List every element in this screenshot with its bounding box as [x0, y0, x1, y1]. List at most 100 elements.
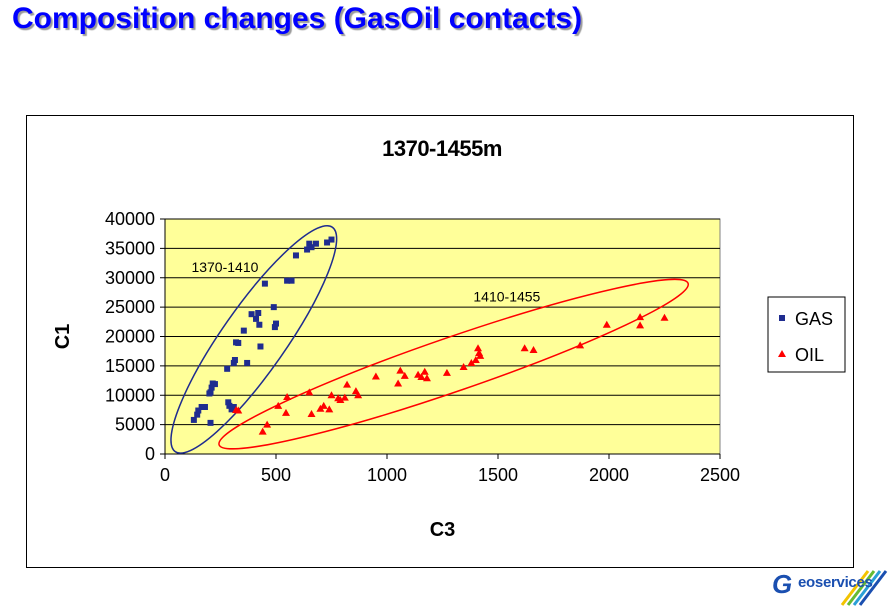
- gas-point: [255, 310, 262, 316]
- oil-point: [422, 374, 431, 382]
- x-axis-label: C3: [430, 519, 456, 541]
- y-axis-label: C1: [52, 324, 74, 350]
- logo-text: eoservices: [798, 574, 873, 591]
- legend-marker-oil: [778, 350, 786, 357]
- legend-marker-gas: [779, 315, 785, 321]
- gas-point: [292, 252, 299, 259]
- oil-point: [343, 380, 352, 388]
- y-tick-label: 40000: [105, 209, 155, 229]
- oil-point: [417, 373, 426, 381]
- gas-point: [256, 321, 263, 328]
- gas-point: [308, 244, 315, 251]
- oil-point: [305, 388, 314, 396]
- oil-point: [371, 372, 380, 380]
- oil-point: [636, 321, 645, 329]
- y-tick-label: 35000: [105, 238, 155, 258]
- oil-point: [234, 406, 243, 414]
- oil-point: [529, 346, 538, 354]
- gas-point: [244, 359, 251, 366]
- gas-ellipse: [170, 224, 338, 454]
- y-tick-label: 15000: [105, 356, 155, 376]
- legend-box: [767, 296, 846, 373]
- gas-point: [224, 365, 231, 372]
- y-tick-label: 5000: [115, 415, 155, 435]
- oil-point: [420, 367, 429, 375]
- x-tick-label: 1500: [478, 465, 518, 485]
- oil-point: [263, 420, 272, 428]
- legend-label-oil: OIL: [795, 345, 824, 365]
- gas-point: [253, 315, 260, 322]
- x-tick-label: 1000: [367, 465, 407, 485]
- x-tick-label: 500: [261, 465, 291, 485]
- oil-point: [394, 379, 403, 387]
- oil-point: [442, 368, 451, 376]
- chart-frame: 0 5000 10000 15000 20000 25000 30000 35000 40000…: [26, 115, 854, 568]
- oil-point: [327, 391, 336, 399]
- legend-label-gas: GAS: [795, 309, 833, 329]
- oil-point: [283, 393, 292, 401]
- x-tick-label: 2000: [589, 465, 629, 485]
- geoservices-logo: G eoservices: [772, 569, 888, 607]
- oil-point: [340, 393, 349, 401]
- gas-point: [240, 327, 247, 334]
- logo-stripes: [840, 570, 888, 606]
- gas-point: [235, 339, 242, 346]
- oil-point: [459, 363, 468, 371]
- y-tick-label: 25000: [105, 297, 155, 317]
- page-title: Composition changes (GasOil contacts): [12, 2, 583, 35]
- gas-point: [225, 399, 232, 406]
- gas-point: [195, 407, 202, 414]
- oil-point: [476, 351, 485, 359]
- oil-point: [467, 358, 476, 366]
- gas-point: [306, 240, 313, 247]
- gas-point: [270, 304, 277, 311]
- gas-point: [211, 381, 218, 388]
- gas-point: [231, 357, 238, 363]
- oil-ellipse: [218, 278, 690, 450]
- oil-point: [602, 320, 611, 328]
- gas-point: [284, 277, 291, 284]
- oil-point: [274, 401, 283, 409]
- gas-point: [257, 343, 264, 350]
- gas-point: [273, 320, 279, 327]
- gas-point: [324, 239, 331, 246]
- gas-point: [208, 384, 215, 391]
- oil-point: [520, 344, 529, 352]
- y-tick-label: 0: [145, 444, 155, 464]
- gas-point: [304, 246, 311, 253]
- annotation-label-1: 1370-1410: [191, 259, 258, 275]
- annotation-label-2: 1410-1455: [473, 288, 540, 304]
- gas-point: [198, 404, 205, 410]
- oil-point: [336, 395, 345, 403]
- logo-letter: G: [772, 569, 792, 599]
- oil-point: [474, 344, 483, 352]
- gas-point: [194, 411, 201, 418]
- gas-point: [190, 416, 197, 423]
- gas-point: [226, 402, 233, 409]
- gas-point: [230, 404, 237, 410]
- logo-mark: G: [772, 569, 888, 606]
- gas-point: [201, 404, 208, 410]
- scatter-chart: 0500010000150002000025000300003500040000…: [52, 136, 846, 541]
- x-tick-label: 2500: [700, 465, 740, 485]
- y-tick-label: 10000: [105, 385, 155, 405]
- oil-point: [576, 341, 585, 349]
- gas-point: [288, 277, 295, 284]
- oil-point: [636, 313, 645, 321]
- oil-point: [258, 427, 267, 435]
- gas-point: [207, 419, 214, 426]
- y-tick-label: 20000: [105, 327, 155, 347]
- oil-point: [307, 410, 316, 418]
- gas-point: [248, 311, 255, 318]
- gas-point: [312, 240, 319, 247]
- gas-point: [261, 280, 268, 287]
- oil-point: [325, 405, 334, 413]
- oil-point: [396, 366, 405, 374]
- oil-point: [319, 401, 328, 409]
- x-tick-label: 0: [160, 465, 170, 485]
- gas-point: [207, 389, 214, 396]
- gas-point: [328, 236, 335, 243]
- oil-point: [400, 371, 409, 379]
- chart-title: 1370-1455m: [382, 136, 502, 161]
- y-tick-label: 30000: [105, 268, 155, 288]
